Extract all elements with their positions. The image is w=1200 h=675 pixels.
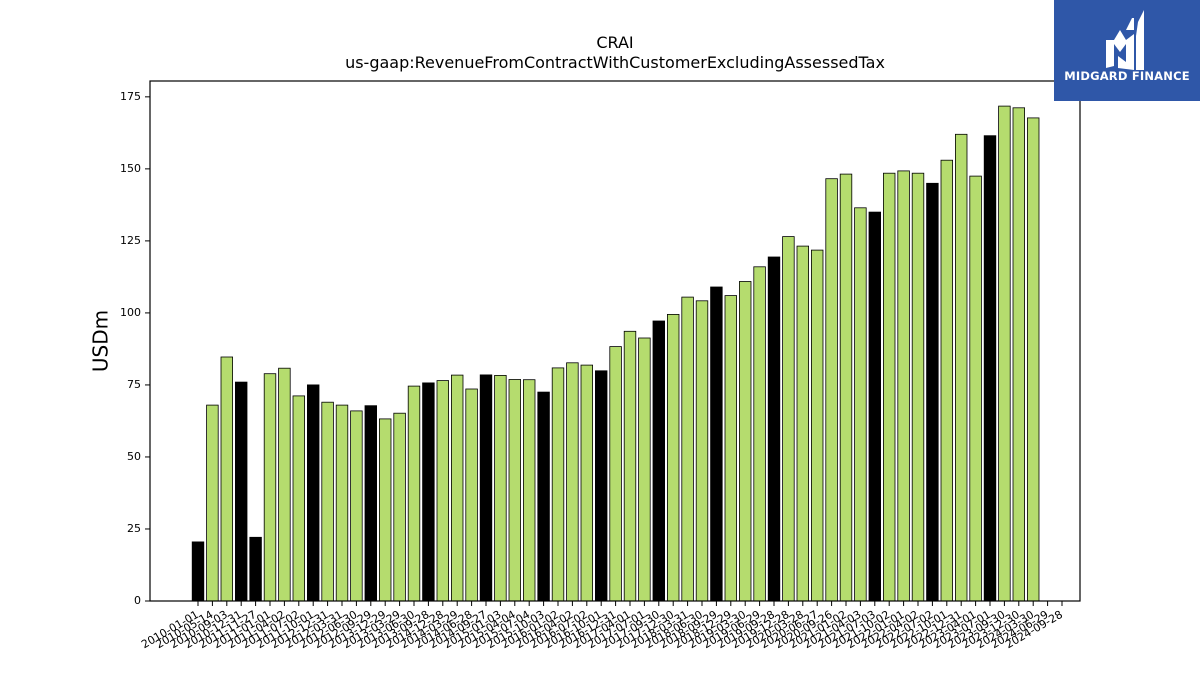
chart-subtitle: us-gaap:RevenueFromContractWithCustomerE… — [345, 53, 885, 72]
bar — [350, 410, 363, 602]
bar — [998, 105, 1011, 602]
bar — [739, 281, 752, 602]
y-axis-ticks: 0 25 50 75 100 125 150 175 — [120, 90, 150, 607]
bar — [292, 395, 306, 602]
bar — [191, 541, 205, 602]
bar — [580, 364, 594, 602]
y-tick-label: 25 — [127, 522, 141, 535]
y-tick-label: 0 — [134, 594, 141, 607]
bar — [609, 346, 622, 602]
midgard-finance-logo-icon — [1106, 10, 1144, 70]
bar — [926, 182, 939, 602]
bar — [969, 175, 982, 602]
bar — [854, 207, 867, 602]
bar — [710, 286, 723, 602]
bar — [667, 313, 680, 602]
bar — [508, 379, 522, 602]
bar — [955, 133, 968, 602]
bar — [566, 362, 579, 602]
y-tick-label: 175 — [120, 90, 141, 103]
bar — [753, 266, 766, 602]
bar — [595, 370, 608, 602]
bar — [234, 381, 248, 602]
bar — [897, 170, 910, 602]
y-axis-label: USDm — [89, 310, 113, 372]
bar — [1012, 107, 1026, 602]
bar — [364, 405, 378, 602]
bar — [450, 374, 464, 602]
bar — [494, 374, 507, 602]
bar — [883, 172, 896, 602]
bar — [407, 385, 421, 602]
chart-title: CRAI — [596, 33, 634, 52]
bar — [436, 380, 450, 602]
bar — [695, 300, 709, 602]
y-tick-label: 75 — [127, 378, 141, 391]
bar — [868, 211, 882, 602]
y-tick-label: 150 — [120, 162, 141, 175]
bar — [940, 159, 954, 602]
bar — [681, 296, 694, 602]
bar — [551, 367, 565, 602]
bar — [523, 379, 536, 602]
bar — [652, 320, 666, 602]
bar — [335, 404, 349, 602]
bar — [825, 178, 838, 602]
y-tick-label: 50 — [127, 450, 141, 463]
bar — [206, 404, 219, 602]
bar — [263, 373, 277, 602]
bar — [1027, 117, 1040, 602]
bars — [191, 105, 1040, 602]
bar — [623, 330, 637, 602]
bar — [422, 382, 435, 602]
bar — [983, 135, 997, 602]
bar — [306, 384, 320, 602]
bar — [378, 418, 392, 602]
bar — [724, 295, 738, 602]
bar — [537, 391, 550, 602]
logo-text: MIDGARD FINANCE — [1064, 69, 1190, 83]
x-axis-ticks: 2010-01-012010-05-142010-09-032010-12-31… — [139, 601, 1065, 651]
y-tick-label: 125 — [120, 234, 141, 247]
bar — [767, 256, 781, 602]
bar — [321, 401, 334, 602]
bar — [393, 412, 406, 602]
bar — [479, 374, 493, 602]
bar — [811, 249, 824, 602]
bar — [220, 356, 234, 602]
bar — [465, 388, 478, 602]
y-tick-label: 100 — [120, 306, 141, 319]
bar — [249, 536, 262, 602]
bar — [839, 173, 853, 602]
bar — [782, 236, 795, 602]
bar — [796, 245, 810, 602]
bar — [911, 172, 925, 602]
bar — [278, 367, 291, 602]
bar — [638, 337, 651, 602]
brand-logo: MIDGARD FINANCE — [1054, 0, 1200, 101]
plot-area-frame — [149, 80, 1081, 602]
